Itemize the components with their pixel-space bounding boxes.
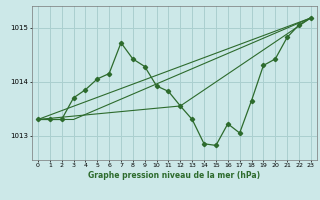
X-axis label: Graphe pression niveau de la mer (hPa): Graphe pression niveau de la mer (hPa) [88,171,260,180]
